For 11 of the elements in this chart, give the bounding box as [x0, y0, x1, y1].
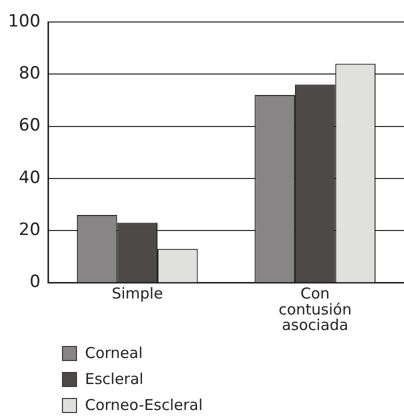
x-tick-label: Con contusión asociada	[278, 284, 352, 334]
x-tick-label: Simple	[112, 284, 163, 303]
legend-label: Corneal	[85, 344, 143, 362]
y-tick-label: 80	[18, 64, 40, 84]
y-tick-label: 100	[8, 11, 40, 32]
y-tick-label: 60	[18, 116, 40, 136]
legend-label: Escleral	[85, 370, 144, 388]
y-tick-label: 0	[30, 272, 40, 292]
legend-label: Corneo-Escleral	[85, 396, 203, 414]
y-tick-label: 20	[18, 220, 40, 240]
y-tick-label: 40	[18, 168, 40, 188]
